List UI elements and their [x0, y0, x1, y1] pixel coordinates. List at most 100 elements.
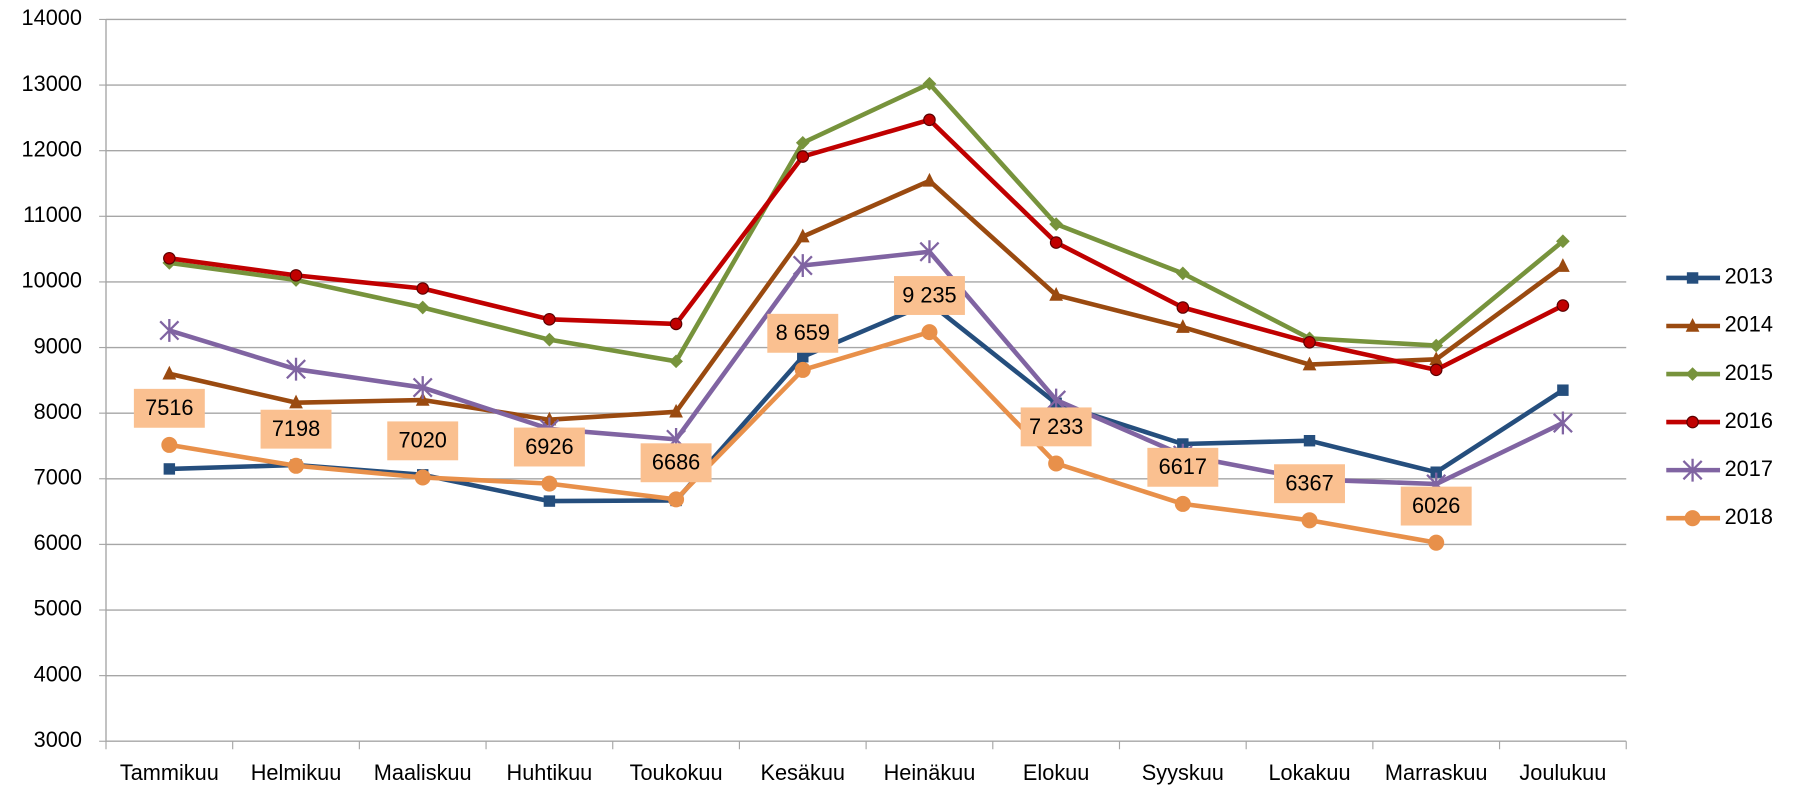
data-label-box: [1274, 464, 1345, 504]
data-label: 6926: [525, 434, 573, 459]
marker: [163, 463, 176, 475]
marker: [1556, 299, 1570, 312]
marker: [1049, 236, 1063, 249]
y-tick-label: 11000: [23, 202, 82, 227]
marker: [795, 135, 810, 150]
line: [168, 178, 1565, 423]
x-tick-label: Syyskuu: [1142, 760, 1224, 785]
legend-label: 2014: [1725, 312, 1773, 337]
legend-label: 2018: [1725, 504, 1773, 529]
series: [162, 76, 1570, 369]
data-label: 9 235: [902, 282, 956, 307]
data-label-box: [893, 276, 965, 315]
series: [161, 324, 1445, 551]
marker: [543, 313, 556, 326]
marker: [796, 150, 810, 163]
line: [169, 117, 1564, 373]
x-tick-label: Huhtikuu: [507, 760, 593, 785]
x-tick-label: Kesäkuu: [761, 760, 846, 785]
x-tick-label: Lokakuu: [1268, 760, 1350, 785]
x-tick-label: Marraskuu: [1385, 760, 1488, 785]
y-tick-label: 3000: [34, 727, 82, 752]
x-tick-label: Heinäkuu: [884, 760, 976, 785]
y-tick-label: 4000: [34, 661, 82, 686]
x-tick-label: Elokuu: [1023, 760, 1089, 785]
marker: [1556, 258, 1570, 272]
y-tick-label: 8000: [34, 399, 82, 424]
data-label: 6367: [1285, 471, 1333, 496]
marker: [159, 319, 180, 342]
y-tick-label: 10000: [22, 268, 82, 293]
marker: [669, 403, 683, 418]
marker: [1301, 512, 1318, 529]
marker: [792, 254, 813, 277]
data-label-box: [1020, 407, 1092, 447]
marker: [794, 361, 811, 378]
marker: [1686, 272, 1699, 284]
marker: [414, 469, 431, 486]
marker: [416, 282, 430, 295]
marker: [669, 317, 683, 331]
data-label-box: [387, 421, 459, 461]
series: [159, 240, 1573, 496]
data-label: 6026: [1412, 493, 1460, 518]
marker: [1303, 434, 1316, 447]
y-tick-label: 13000: [22, 71, 82, 96]
data-label-box: [1400, 486, 1472, 526]
marker: [163, 252, 176, 265]
marker: [289, 394, 303, 409]
marker: [921, 324, 938, 341]
data-label-box: [133, 388, 205, 428]
marker: [542, 332, 557, 347]
marker: [922, 76, 937, 91]
data-label: 7020: [399, 428, 447, 453]
data-label-box: [513, 427, 585, 467]
marker: [1685, 367, 1700, 381]
marker: [1176, 301, 1190, 314]
legend-label: 2015: [1725, 360, 1773, 385]
marker: [1557, 384, 1569, 396]
marker: [1556, 234, 1570, 249]
line: [169, 81, 1565, 364]
marker: [1174, 495, 1191, 512]
marker: [162, 365, 177, 380]
x-tick-label: Toukokuu: [630, 760, 723, 785]
series: [162, 172, 1570, 426]
data-label: 7516: [145, 395, 193, 420]
marker: [922, 172, 937, 187]
marker: [1428, 534, 1445, 551]
data-label: 6686: [652, 450, 700, 475]
marker: [1175, 319, 1190, 333]
marker: [919, 240, 940, 264]
data-label-box: [640, 443, 712, 483]
marker: [1175, 266, 1190, 281]
marker: [1303, 335, 1316, 349]
marker: [1686, 415, 1699, 429]
y-tick-label: 7000: [34, 465, 82, 490]
marker: [288, 457, 305, 474]
marker: [1049, 287, 1064, 301]
y-tick-label: 5000: [34, 596, 82, 621]
legend-label: 2017: [1725, 456, 1773, 481]
marker: [415, 300, 430, 315]
marker: [289, 269, 303, 282]
line: [169, 300, 1565, 504]
marker: [1302, 356, 1317, 371]
marker: [1048, 455, 1065, 472]
marker: [797, 351, 809, 363]
y-tick-label: 9000: [34, 333, 82, 358]
line: [168, 249, 1564, 487]
data-label-box: [260, 409, 332, 449]
marker: [795, 228, 810, 243]
data-label-box: [1147, 447, 1219, 487]
legend-label: 2016: [1725, 408, 1773, 433]
marker: [541, 475, 558, 492]
marker: [1429, 338, 1444, 353]
y-tick-label: 6000: [34, 530, 82, 555]
y-tick-label: 12000: [22, 136, 82, 161]
marker: [1682, 458, 1703, 482]
legend-label: 2013: [1725, 264, 1773, 289]
y-tick-label: 14000: [22, 5, 82, 30]
marker: [1552, 411, 1573, 435]
